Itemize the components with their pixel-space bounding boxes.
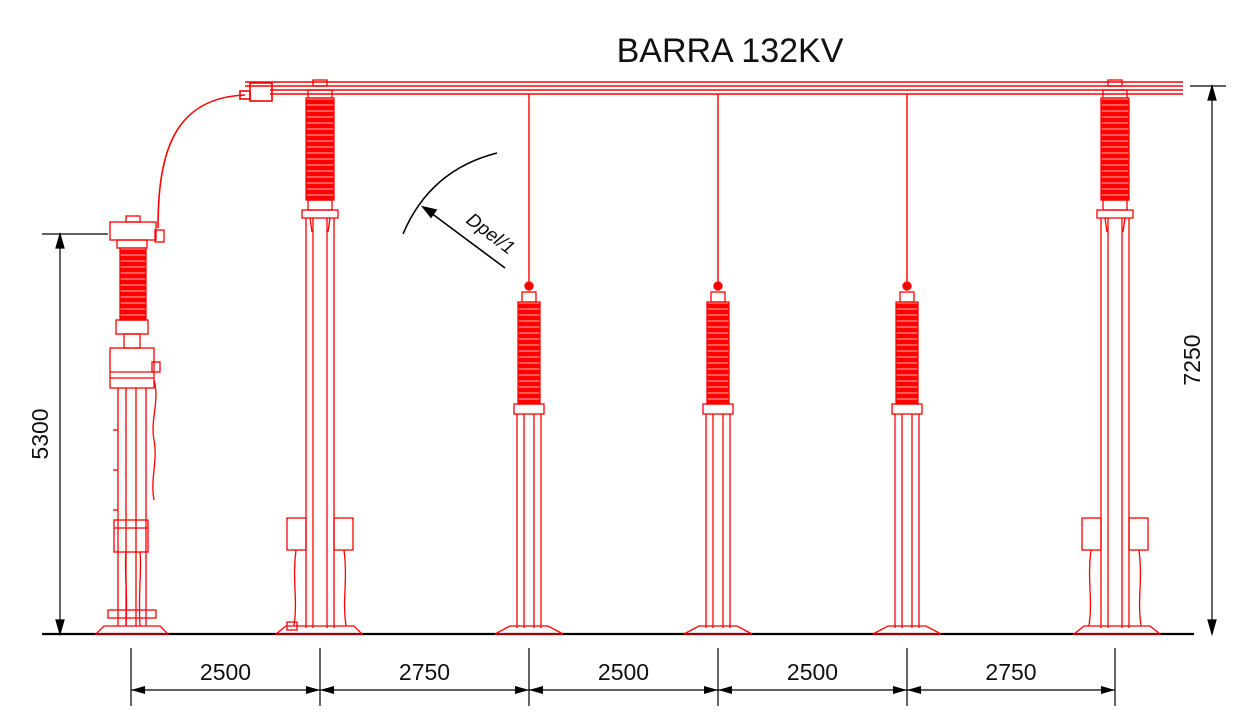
dimension-arrow-left-1	[320, 686, 334, 694]
dimension-left-height	[42, 231, 108, 637]
dimension-label-1: 2750	[399, 659, 450, 685]
busbar	[245, 81, 1183, 95]
busbar-support-insulator-left	[274, 79, 364, 635]
dimension-arrow-left-3	[718, 686, 732, 694]
clearance-arc	[402, 152, 506, 269]
horizontal-dimension-chain: 2500 2750 2500 2500 2750	[130, 648, 1116, 706]
dimension-right-label: 7250	[1179, 334, 1205, 385]
dimension-label-4: 2750	[985, 659, 1036, 685]
dimension-arrow-right-4	[1101, 686, 1115, 694]
dimension-arrow-left-0	[131, 686, 145, 694]
dimension-arrow-left-2	[529, 686, 543, 694]
dimension-label-0: 2500	[200, 659, 251, 685]
post-insulator-2	[683, 281, 753, 635]
dimension-left-label: 5300	[27, 408, 53, 459]
flexible-connector	[157, 82, 273, 229]
busbar-support-insulator-right	[1072, 79, 1162, 635]
clearance-label: Dpel/1	[462, 209, 519, 259]
dimension-arrow-right-0	[306, 686, 320, 694]
dimension-label-2: 2500	[598, 659, 649, 685]
busbar-title: BARRA 132KV	[617, 32, 844, 70]
dimension-arrow-right-1	[515, 686, 529, 694]
dimension-arrow-right-2	[704, 686, 718, 694]
busbar-drops	[528, 94, 908, 286]
dimension-arrow-right-3	[893, 686, 907, 694]
post-insulator-3	[872, 281, 942, 635]
dimension-right-height	[1190, 83, 1226, 637]
transformer-bushing	[94, 215, 170, 635]
dimension-arrow-left-4	[907, 686, 921, 694]
dimension-label-3: 2500	[787, 659, 838, 685]
post-insulator-1	[494, 281, 564, 635]
